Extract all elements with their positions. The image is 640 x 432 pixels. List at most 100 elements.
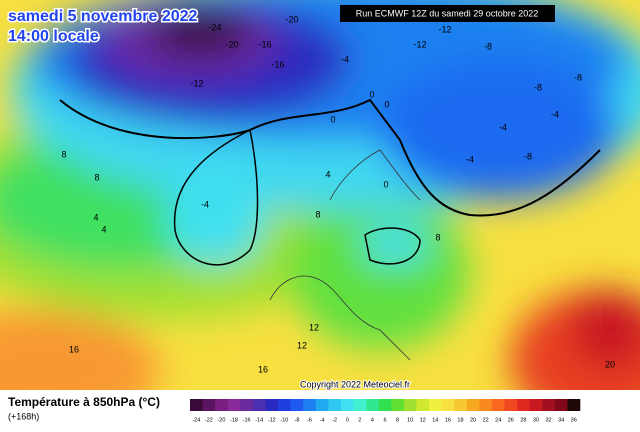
- color-swatch: [554, 399, 568, 411]
- color-scale: -24 -22 -20 -18 -16 -14 -12 -10 -8 -6 -4 -2 0 2 4 6 8 10 1…: [190, 399, 581, 423]
- scale-tick-label: -24: [192, 417, 200, 423]
- color-swatch: [278, 399, 291, 411]
- contour-label: -20: [285, 14, 298, 24]
- contour-label: 0: [369, 89, 374, 99]
- color-swatch: [340, 399, 354, 411]
- contour-label: -4: [551, 109, 559, 119]
- color-swatch: [315, 399, 329, 411]
- scale-tick-label: 20: [470, 417, 476, 423]
- scale-tick-label: -10: [280, 417, 288, 423]
- isotherm: [173, 129, 259, 266]
- color-swatch: [190, 399, 203, 411]
- contour-label: -16: [258, 39, 271, 49]
- color-swatch: [391, 399, 405, 411]
- contour-label: -20: [225, 39, 238, 49]
- contour-label: 4: [101, 224, 106, 234]
- color-swatch: [466, 399, 480, 411]
- scale-tick-label: -14: [255, 417, 263, 423]
- contour-label: 8: [435, 232, 440, 242]
- color-swatch: [529, 399, 543, 411]
- contour-label: 4: [325, 169, 330, 179]
- scale-tick-label: -12: [268, 417, 276, 423]
- contour-label: -12: [190, 78, 203, 88]
- contour-label: 4: [93, 212, 98, 222]
- scale-tick-label: 8: [396, 417, 399, 423]
- scale-tick-label: -16: [243, 417, 251, 423]
- scale-tick-label: 26: [508, 417, 514, 423]
- color-swatch: [303, 399, 317, 411]
- contour-label: -12: [413, 39, 426, 49]
- scale-tick-label: 0: [346, 417, 349, 423]
- run-info: Run ECMWF 12Z du samedi 29 octobre 2022: [356, 8, 539, 18]
- scale-tick-label: 12: [420, 417, 426, 423]
- color-swatch: [441, 399, 455, 411]
- color-swatch: [366, 399, 380, 411]
- color-swatch: [403, 399, 417, 411]
- contour-label: -4: [341, 54, 349, 64]
- scale-tick-label: 22: [483, 417, 489, 423]
- contour-label: 16: [69, 344, 79, 354]
- legend-subtitle: (+168h): [8, 411, 39, 421]
- color-swatch: [454, 399, 468, 411]
- map-time: 14:00 locale: [8, 28, 99, 45]
- contour-label: 20: [605, 359, 615, 369]
- scale-tick-label: 14: [432, 417, 438, 423]
- contour-label: 8: [315, 209, 320, 219]
- contour-label: -4: [466, 154, 474, 164]
- scale-tick-label: 10: [407, 417, 413, 423]
- scale-tick-label: -6: [307, 417, 312, 423]
- contour-label: -8: [484, 41, 492, 51]
- contour-label: 12: [309, 322, 319, 332]
- scale-tick-label: 30: [533, 417, 539, 423]
- scale-tick-label: 2: [358, 417, 361, 423]
- isotherm: [364, 227, 421, 265]
- scale-tick-label: -4: [320, 417, 325, 423]
- scale-tick-label: 24: [495, 417, 501, 423]
- color-swatch: [416, 399, 430, 411]
- contour-label: 8: [94, 172, 99, 182]
- scale-tick-label: -22: [205, 417, 213, 423]
- coastline: [269, 149, 421, 361]
- contour-label: 0: [384, 99, 389, 109]
- color-swatch: [227, 399, 241, 411]
- contour-label: -4: [201, 199, 209, 209]
- color-swatch: [378, 399, 392, 411]
- color-swatch: [479, 399, 493, 411]
- color-swatch: [290, 399, 304, 411]
- legend-title: Température à 850hPa (°C): [8, 395, 160, 409]
- scale-tick-label: -2: [332, 417, 337, 423]
- color-swatch: [542, 399, 556, 411]
- color-swatch: [491, 399, 505, 411]
- scale-tick-label: 6: [383, 417, 386, 423]
- scale-tick-label: 34: [558, 417, 564, 423]
- color-swatch: [265, 399, 279, 411]
- contour-label: -12: [438, 24, 451, 34]
- color-swatch: [252, 399, 266, 411]
- contour-label: -8: [574, 72, 582, 82]
- contour-label: -16: [271, 59, 284, 69]
- color-swatch: [517, 399, 530, 411]
- scale-tick-label: 28: [520, 417, 526, 423]
- color-swatch: [240, 399, 254, 411]
- copyright: Copyright 2022 Meteociel.fr: [300, 379, 410, 389]
- contour-label: -24: [208, 22, 221, 32]
- contour-label: -8: [534, 82, 542, 92]
- color-swatch: [504, 399, 518, 411]
- contour-label: 0: [383, 179, 388, 189]
- run-box: [340, 5, 555, 22]
- contour-label: 8: [61, 149, 66, 159]
- color-swatch: [328, 399, 342, 411]
- contour-label: 16: [258, 364, 268, 374]
- scale-tick-label: 4: [371, 417, 374, 423]
- zero-isotherm: [59, 98, 601, 217]
- scale-tick-label: 32: [545, 417, 551, 423]
- color-swatch: [215, 399, 229, 411]
- color-swatch: [429, 399, 442, 411]
- contour-label: -8: [524, 151, 532, 161]
- scale-tick-label: 18: [457, 417, 463, 423]
- scale-tick-label: 36: [571, 417, 577, 423]
- scale-tick-label: -20: [217, 417, 225, 423]
